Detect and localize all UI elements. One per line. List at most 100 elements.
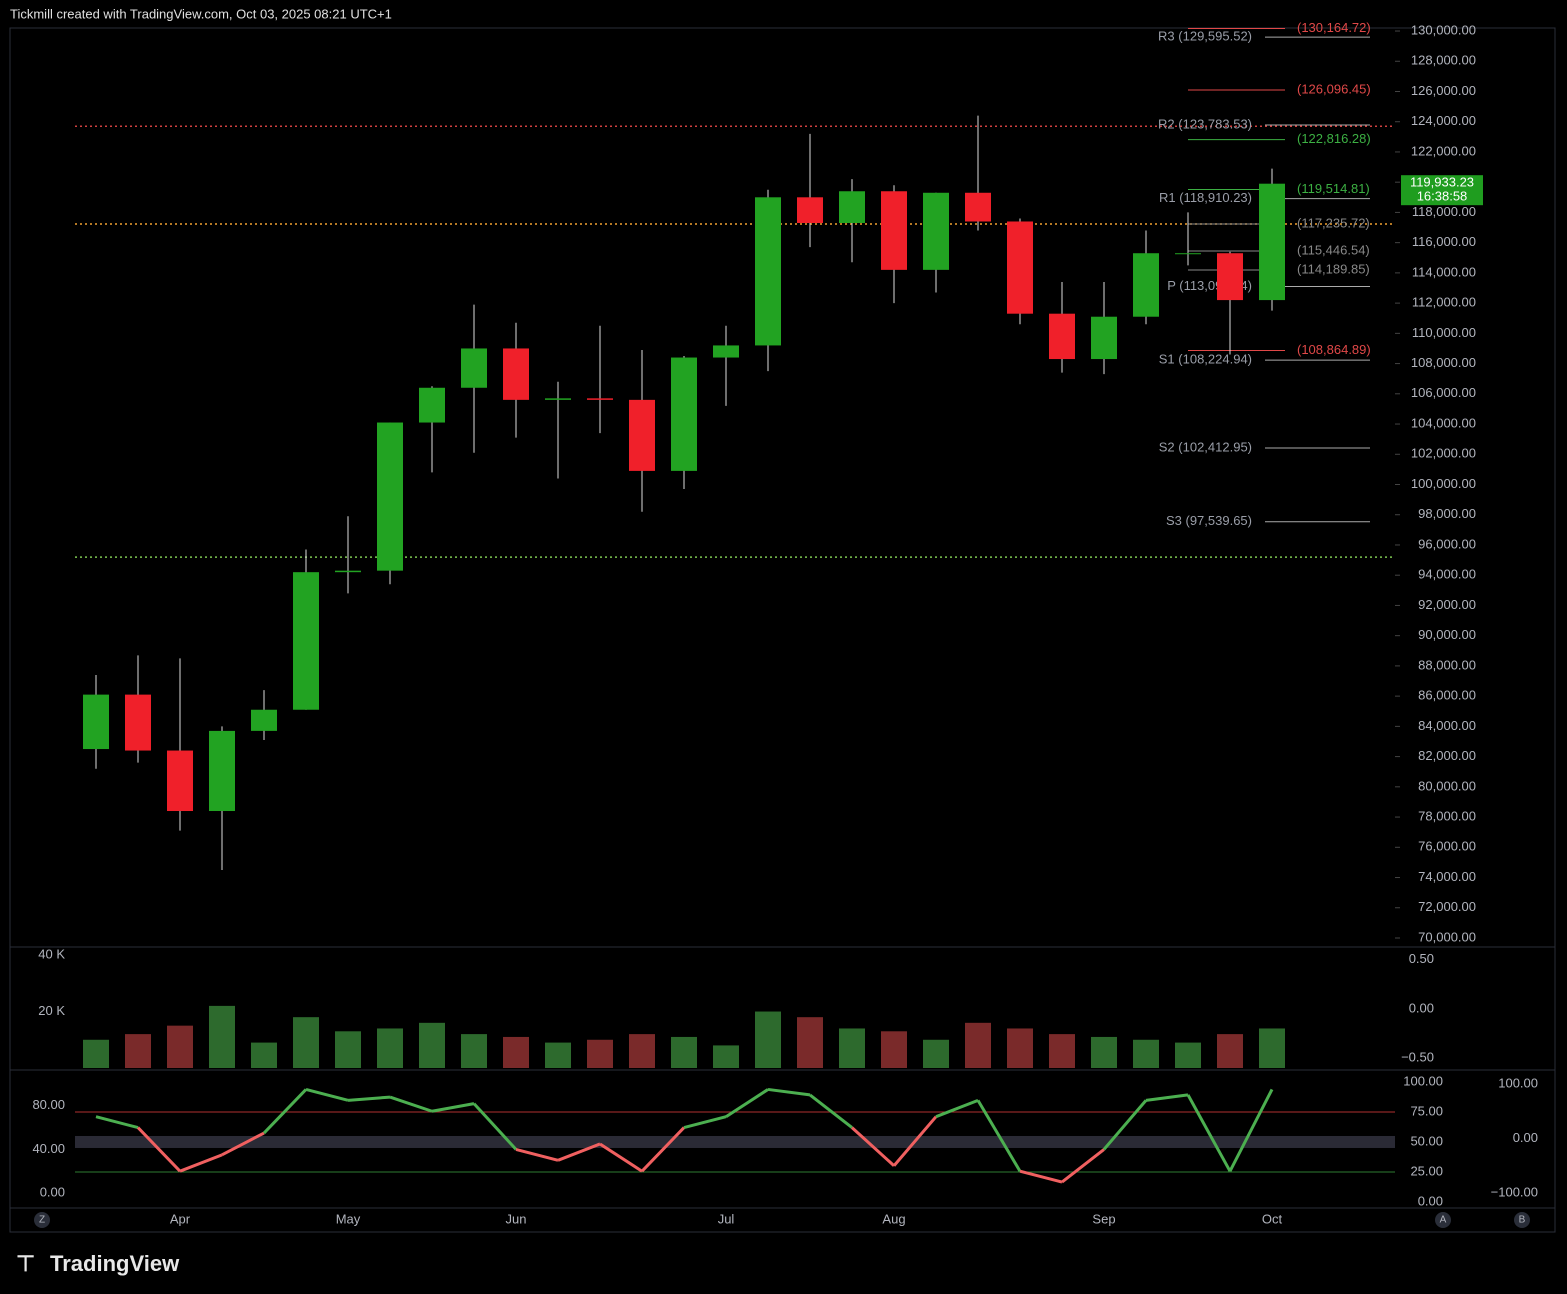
volume-bar [1007,1028,1033,1068]
last-price-label: 119,933.23 [1410,175,1474,190]
y-tick-label: 106,000.00 [1411,385,1476,400]
candle-body [1259,183,1285,301]
oscillator-segment [305,1087,349,1102]
oscillator-segment [1228,1088,1274,1172]
x-tick-label: Jun [506,1211,527,1226]
oscillator-segment [136,1126,182,1173]
candle-body [671,357,697,471]
osc-tick-label: 40.00 [32,1141,65,1156]
oscillator-segment [1019,1169,1063,1184]
volume-bar [797,1017,823,1068]
candle-body [839,191,865,223]
pivot-label: S2 (102,412.95) [1159,439,1252,454]
y-tick-label: 76,000.00 [1418,839,1476,854]
volume-bar [755,1011,781,1068]
button[interactable] [34,1212,50,1228]
pivot-label: S1 (108,224.94) [1159,352,1252,367]
candle-body [377,422,403,571]
volume-right-tick-label: 0.00 [1409,1000,1434,1015]
oscillator-segment [850,1126,896,1167]
y-tick-label: 80,000.00 [1418,778,1476,793]
volume-bar [1217,1034,1243,1068]
mid-band [75,1135,1395,1148]
header: Tickmill created with TradingView.com, O… [10,6,392,21]
candle-body [923,192,949,270]
volume-tick-label: 40 K [38,946,65,961]
y-tick-label: 110,000.00 [1412,325,1476,340]
oscillator-segment [1186,1094,1232,1172]
volume-bar [293,1017,319,1068]
y-tick-label: 74,000.00 [1418,869,1476,884]
y-tick-label: 118,000.00 [1412,204,1476,219]
oscillator-segment [640,1126,686,1173]
volume-bar [1259,1028,1285,1068]
button-label[interactable]: B [1519,1215,1526,1226]
volume-bar [461,1034,487,1068]
osc-right-tick-label: 25.00 [1410,1163,1443,1178]
x-tick-label: Sep [1092,1211,1115,1226]
candle-body [713,345,739,358]
osc-right-tick-label: 0.00 [1418,1193,1443,1208]
y-tick-label: 86,000.00 [1418,688,1476,703]
target-label: (114,189.85) [1297,261,1370,276]
candle-body [1007,221,1033,314]
volume-bar [839,1028,865,1068]
y-tick-label: 102,000.00 [1411,446,1476,461]
osc-tick-label: 0.00 [40,1184,65,1199]
volume-bar [209,1005,235,1068]
candle-body [503,348,529,400]
last-price-box [1401,175,1483,206]
candle-body [1175,253,1201,255]
oscillator-segment [179,1153,223,1173]
x-tick-label: Jul [718,1211,735,1226]
volume-bar [335,1031,361,1068]
volume-bar [671,1036,697,1068]
y-tick-label: 98,000.00 [1418,506,1476,521]
y-tick-label: 92,000.00 [1418,597,1476,612]
logo-icon: ⊤ [16,1251,35,1276]
candle-body [629,399,655,471]
volume-bar [125,1034,151,1068]
oscillator-segment [347,1095,391,1102]
candle-body [335,570,361,573]
button[interactable] [1514,1212,1530,1228]
oscillator-segment [262,1088,308,1135]
candle-body [419,387,445,423]
candle-body [545,398,571,400]
candle-body [209,730,235,812]
target-label: (130,164.72) [1297,20,1371,35]
button-label[interactable]: Z [39,1215,45,1226]
y-tick-label: 94,000.00 [1418,567,1476,582]
oscillator-segment [1061,1148,1105,1184]
osc-tick-label: 80.00 [32,1097,65,1112]
candle-body [1091,316,1117,360]
pivot-label: R3 (129,595.52) [1158,29,1252,44]
candle-body [83,694,109,750]
button-label[interactable]: A [1440,1215,1447,1226]
y-tick-label: 124,000.00 [1411,113,1476,128]
candle-body [1049,313,1075,360]
volume-bar [1091,1036,1117,1068]
y-tick-label: 114,000.00 [1412,264,1476,279]
osc-right-tick-label: 50.00 [1410,1133,1443,1148]
volume-bar [167,1025,193,1068]
target-label: (108,864.89) [1297,342,1371,357]
oscillator-segment [472,1102,518,1151]
volume-bar [251,1042,277,1068]
volume-bar [377,1028,403,1068]
volume-bar [503,1036,529,1068]
y-tick-label: 128,000.00 [1411,53,1476,68]
volume-right-tick-label: 0.50 [1409,951,1434,966]
candle-body [881,191,907,270]
candle-body [293,572,319,710]
oscillator-segment [725,1088,769,1118]
y-tick-label: 116,000.00 [1412,234,1476,249]
y-tick-label: 70,000.00 [1418,929,1476,944]
candle-body [167,750,193,812]
button[interactable] [1435,1212,1451,1228]
oscillator-segment [809,1093,853,1129]
volume-bar [965,1022,991,1068]
oscillator-segment [976,1099,1022,1172]
oscillator-segment [599,1142,643,1173]
